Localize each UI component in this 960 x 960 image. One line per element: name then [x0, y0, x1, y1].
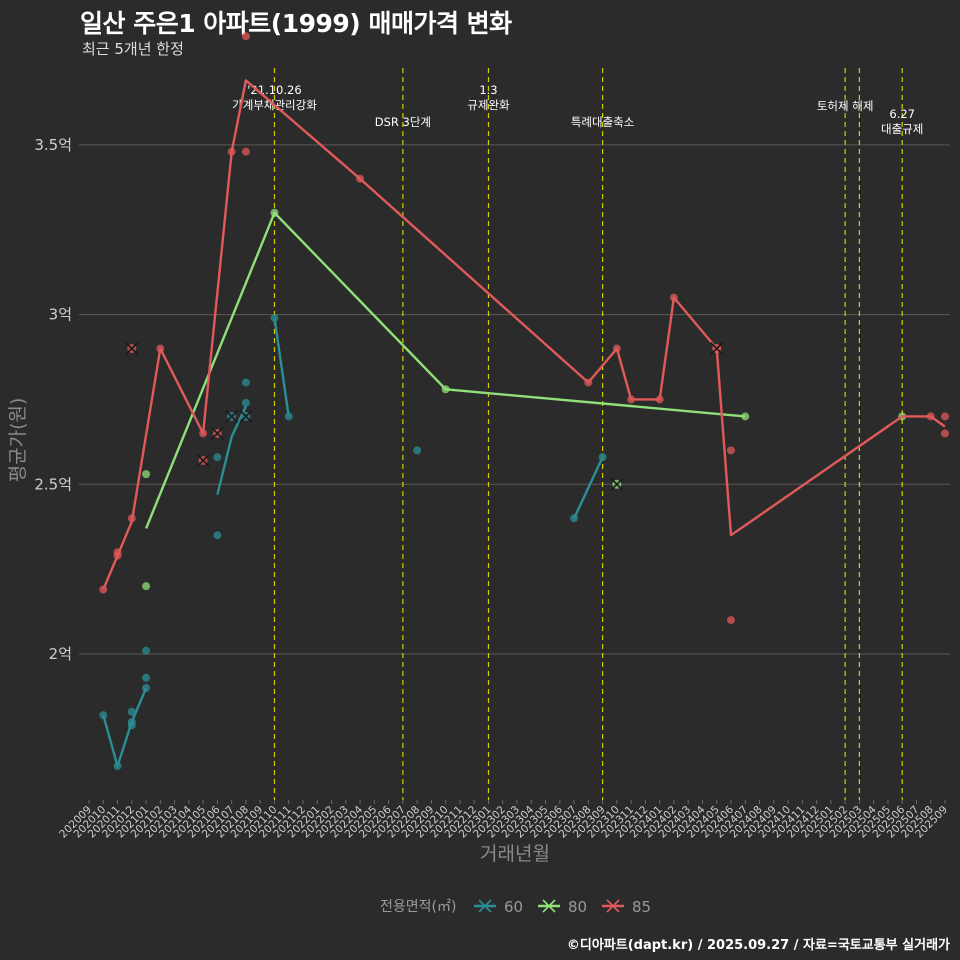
x-axis-title: 거래년월 [480, 843, 550, 865]
series-line-60 [273, 317, 290, 417]
data-point-85 [156, 344, 165, 353]
series-line-80 [144, 211, 746, 529]
data-point-85 [241, 32, 250, 41]
data-point-60 [213, 531, 222, 540]
data-point-60 [142, 673, 151, 682]
data-point-60 [113, 762, 122, 771]
data-point-60 [413, 446, 422, 455]
data-point-85 [655, 395, 664, 404]
data-point-80 [142, 470, 151, 479]
cancelled-mark-85 [210, 426, 224, 440]
event-label: 특례대출축소 [571, 115, 634, 129]
data-point-60 [598, 453, 607, 462]
cancelled-mark-60 [239, 409, 253, 423]
data-point-60 [241, 378, 250, 387]
data-point-85 [241, 147, 250, 156]
data-point-60 [284, 412, 293, 421]
data-point-85 [627, 395, 636, 404]
y-tick-label: 3.5억 [34, 136, 72, 154]
cancelled-mark-85 [125, 341, 139, 356]
data-point-60 [270, 313, 279, 322]
data-point-85 [926, 412, 935, 421]
event-label: DSR 3단계 [375, 115, 431, 129]
series-layer [99, 32, 949, 771]
data-point-85 [669, 293, 678, 302]
data-point-85 [941, 412, 949, 421]
data-point-60 [127, 707, 136, 716]
legend-title: 전용면적(㎡) [380, 899, 456, 915]
data-point-85 [227, 147, 236, 156]
data-point-80 [741, 412, 750, 421]
event-label: 1.3 [479, 83, 497, 97]
data-point-85 [99, 585, 108, 594]
legend: 전용면적(㎡) 60 80 85 [380, 898, 651, 916]
cancelled-mark-85 [196, 453, 210, 468]
data-point-80 [441, 385, 450, 394]
data-point-60 [241, 398, 250, 407]
data-point-85 [612, 344, 621, 353]
data-point-60 [142, 646, 151, 655]
legend-marker-80 [542, 899, 556, 913]
data-point-85 [727, 446, 735, 455]
event-label: 6.27 [889, 107, 915, 121]
data-point-80 [142, 582, 151, 591]
data-point-80 [270, 208, 279, 217]
grid-lines [79, 144, 950, 655]
data-point-85 [127, 514, 136, 523]
data-point-60 [213, 453, 222, 462]
y-tick-label: 3억 [49, 306, 72, 324]
data-point-60 [99, 711, 108, 720]
legend-label-60: 60 [504, 898, 523, 916]
y-tick-label: 2.5억 [34, 475, 72, 493]
data-point-85 [113, 548, 122, 557]
legend-label-80: 80 [568, 898, 587, 916]
data-point-85 [727, 616, 735, 625]
data-point-60 [127, 721, 136, 730]
x-axis: 2020092020102020112020122021012021022021… [57, 800, 950, 840]
legend-label-85: 85 [632, 898, 651, 916]
legend-marker-85 [606, 899, 620, 913]
event-label: 토허제 해제 [817, 99, 874, 113]
data-point-85 [941, 429, 949, 438]
series-line-85 [102, 79, 946, 590]
chart-title: 일산 주은1 아파트(1999) 매매가격 변화 [80, 9, 512, 38]
y-axis-title: 평균가(원) [7, 398, 29, 483]
data-point-60 [142, 683, 151, 692]
data-point-85 [356, 174, 365, 183]
legend-marker-60 [478, 899, 492, 913]
y-axis: 2억 2.5억 3억 3.5억 [34, 136, 72, 663]
y-tick-label: 2억 [49, 645, 72, 663]
data-point-85 [199, 429, 208, 438]
event-label: 대출규제 [881, 122, 923, 136]
event-label: 규제완화 [467, 98, 510, 112]
chart-subtitle: 최근 5개년 한정 [82, 40, 184, 58]
cancelled-mark-85 [710, 341, 724, 356]
cancelled-mark-60 [225, 409, 239, 423]
series-line-60 [573, 456, 604, 519]
data-point-85 [584, 378, 593, 387]
series-line-60 [102, 687, 148, 768]
series-line-60 [216, 405, 247, 495]
data-point-60 [570, 514, 579, 523]
source-caption: ©디아파트(dapt.kr) / 2025.09.27 / 자료=국토교통부 실… [566, 938, 950, 953]
cancelled-mark-80 [610, 477, 624, 491]
